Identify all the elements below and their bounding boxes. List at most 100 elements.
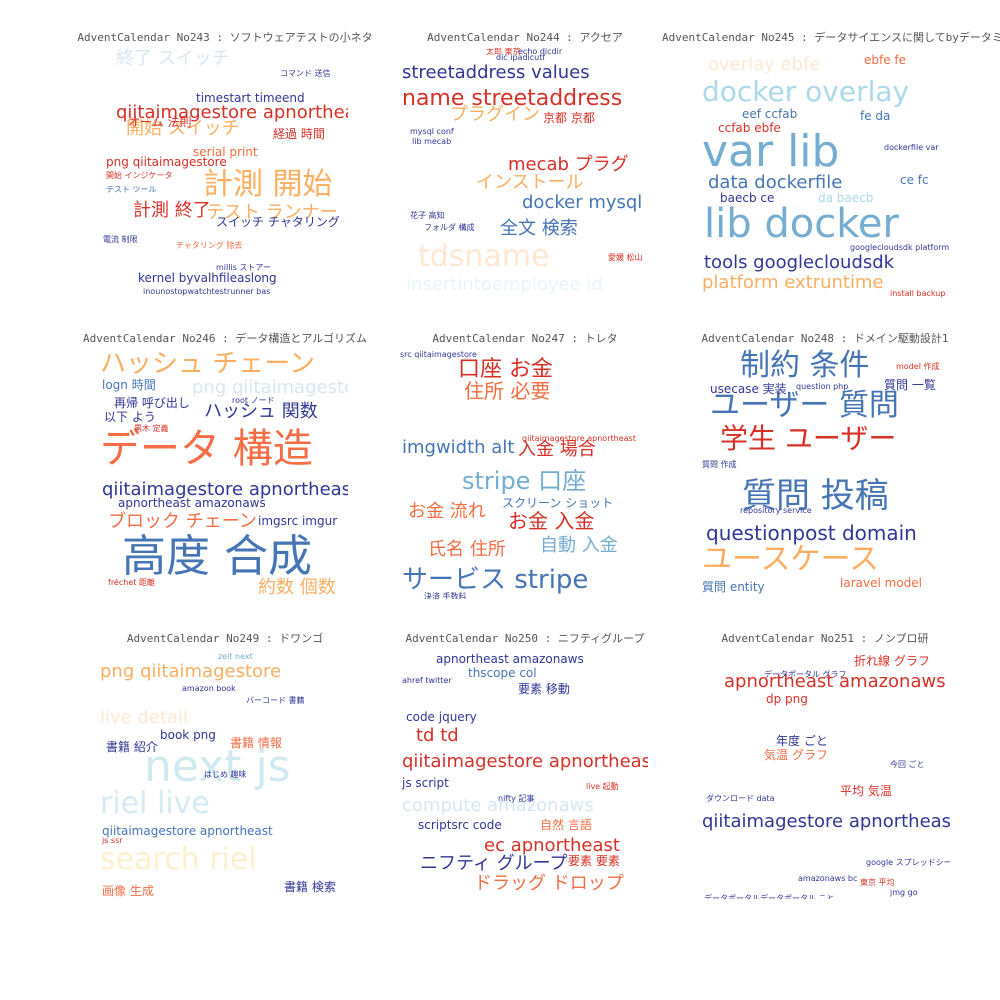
cloud-word: データポータル グラフ	[764, 670, 847, 679]
cloud-word: qiitaimagestore apnortheast	[116, 102, 348, 123]
cloud-word: 平均 気温	[840, 784, 892, 798]
cloud-word: 京都 京都	[543, 111, 595, 125]
cloud-word: 決済 手数料	[424, 592, 467, 600]
cloud-word: 入金 場合	[518, 439, 596, 460]
cloud-word: millis ストアー	[216, 263, 271, 272]
cloud-word: amazon book	[182, 684, 236, 693]
cloud-word: fe da	[860, 109, 891, 123]
cloud-word: ドラッグ ドロップ	[474, 873, 624, 894]
cloud-word: 質問 投稿	[742, 476, 889, 516]
cloud-word: thscope col	[468, 666, 537, 680]
wordcloud-no246: 高度 合成 データ 構造 ハッシュ チェーン qiitaimagestore a…	[98, 349, 348, 599]
cloud-word: 計測 開始	[203, 167, 333, 202]
cloud-word: timestart timeend	[196, 91, 305, 105]
wordcloud-no250: qiitaimagestore apnortheast compute amaz…	[398, 649, 648, 899]
cloud-word: 花子 高知	[410, 211, 445, 220]
cloud-word: 年度 ごと	[776, 734, 828, 748]
cloud-word: baecb ce	[720, 191, 775, 205]
cloud-word: platform extruntime	[702, 272, 884, 293]
cloud-word: 学生 ユーザー	[720, 422, 897, 455]
wordcloud-no247: サービス stripe お金 入金 stripe 口座 口座 お金 住所 必要 …	[398, 349, 648, 599]
cloud-word: next js	[144, 741, 291, 792]
cloud-word: imgsrc imgur	[258, 514, 338, 528]
wordcloud-no244: name streetaddress streetaddress values …	[398, 48, 648, 298]
cloud-word: stripe 口座	[462, 467, 587, 495]
cloud-word: お金 入金	[508, 509, 595, 533]
cloud-word: 口座 お金	[458, 357, 553, 382]
cloud-word: png qiitaimagestore	[100, 661, 282, 682]
cloud-word: jmg go	[890, 888, 918, 897]
cloud-word: js ssr	[102, 836, 123, 845]
cloud-word: laravel model	[840, 576, 922, 590]
cloud-word: data dockerfile	[708, 172, 843, 193]
cloud-word: png qiitaimagestore	[106, 155, 227, 169]
cloud-word: 折れ線 グラフ	[854, 654, 930, 668]
cloud-word: 質問 作成	[702, 460, 737, 469]
cloud-word: スクリーン ショット	[502, 496, 614, 510]
wordcloud-no249: next js riel live search riel qiitaimage…	[98, 649, 348, 899]
cloud-word: dic ipadicutf	[496, 53, 546, 62]
cloud-word: データポータルデータポータル こと	[704, 894, 835, 900]
cloud-word: png qiitaimagestore	[192, 377, 348, 398]
cloud-word: 以下 よう	[104, 410, 156, 424]
panel-title-no243: AdventCalendar No243 : ソフトウェアテストの小ネタ	[77, 31, 373, 44]
cloud-word: dp png	[766, 692, 808, 706]
cloud-word: mecab プラグ	[508, 154, 629, 175]
cloud-word: qiitaimagestore apnortheast	[522, 434, 636, 443]
cloud-word: フォルダ 構成	[424, 223, 475, 232]
cloud-word: 高度 合成	[122, 531, 312, 582]
cloud-word: streetaddress values	[402, 62, 590, 83]
cloud-word: eef ccfab	[742, 107, 798, 121]
cloud-word: 要素 要素	[568, 854, 620, 868]
cloud-word: 東京 平均	[860, 878, 895, 887]
cloud-word: 画像 生成	[102, 884, 154, 898]
cloud-word: install backup	[890, 289, 946, 298]
cloud-word: 気温 グラフ	[764, 748, 828, 762]
cloud-word: ahref twitter	[402, 676, 452, 685]
cloud-word: ユーザー 質問	[710, 388, 899, 423]
cloud-word: はじめ 趣味	[204, 770, 247, 779]
cloud-word: 経過 時間	[273, 127, 325, 141]
cloud-word: ブロック チェーン	[108, 511, 257, 532]
cloud-word: ハッシュ 関数	[204, 401, 318, 422]
cloud-word: qiitaimagestore apnortheast	[102, 479, 348, 500]
cloud-word: search riel	[100, 842, 257, 877]
cloud-word: nifty 記事	[498, 794, 535, 803]
cloud-word: code jquery	[406, 710, 477, 724]
wordcloud-no243: 計測 開始 qiitaimagestore apnortheast png qi…	[98, 48, 348, 298]
cloud-word: js script	[402, 776, 449, 790]
cloud-word: 書籍 紹介	[106, 740, 158, 754]
panel-title-no246: AdventCalendar No246 : データ構造とアルゴリズム	[83, 332, 367, 345]
panel-title-no249: AdventCalendar No249 : ドワンゴ	[126, 632, 324, 645]
panel-title-no251: AdventCalendar No251 : ノンプロ研	[721, 632, 929, 645]
cloud-word: tdsname	[418, 239, 550, 274]
cloud-word: qiitaimagestore apnortheast	[102, 824, 273, 838]
cloud-word: 制約 条件	[740, 349, 870, 383]
cloud-word: imgwidth alt	[402, 437, 515, 458]
cloud-word: 住所 必要	[464, 379, 551, 403]
cloud-word: root ノード	[232, 396, 275, 405]
cloud-word: apnortheast amazonaws	[436, 652, 584, 666]
cloud-word: 全文 検索	[500, 218, 578, 239]
cloud-word: serial print	[193, 145, 258, 159]
cloud-word: td td	[416, 725, 459, 746]
cloud-word: overlay ebfe	[708, 54, 821, 75]
panel-title-no247: AdventCalendar No247 : トレタ	[432, 332, 618, 345]
cloud-word: バーコード 書籍	[246, 696, 305, 705]
cloud-word: インストール	[476, 172, 584, 193]
cloud-word: 質問 entity	[702, 580, 765, 594]
cloud-word: ebfe fe	[864, 53, 907, 67]
cloud-word: ニフティ グループ	[420, 853, 568, 874]
cloud-word: qiitaimagestore apnortheast	[402, 751, 648, 772]
cloud-word: amazonaws bc	[798, 874, 858, 883]
cloud-word: kernel byvalhfileaslong	[138, 271, 277, 285]
cloud-word: 開始 インジケータ	[106, 171, 173, 180]
cloud-word: riel live	[100, 786, 210, 821]
cloud-word: ユースケース	[702, 542, 879, 577]
cloud-word: 計測 終了	[133, 200, 211, 221]
cloud-word: docker overlay	[702, 75, 910, 108]
cloud-word: model 作成	[896, 362, 940, 371]
cloud-word: 黒木 定義	[134, 424, 169, 433]
cloud-word: チャタリング 除去	[176, 241, 243, 250]
cloud-word: ec apnortheast	[484, 835, 620, 856]
